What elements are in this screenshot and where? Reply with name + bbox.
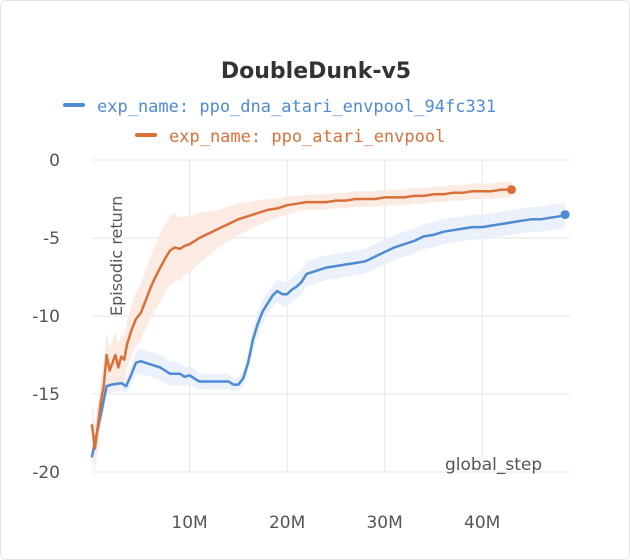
legend-label-ppo: exp_name: ppo_atari_envpool <box>169 127 446 147</box>
x-tick-label: 40M <box>464 513 500 533</box>
y-tick-label: -5 <box>43 229 60 249</box>
series-line-0 <box>90 213 567 458</box>
x-tick-label: 10M <box>171 513 207 533</box>
series-band-0 <box>92 202 566 469</box>
legend-swatch-ppo <box>135 133 157 137</box>
y-axis-label: Episodic return <box>107 196 126 316</box>
confidence-bands <box>92 181 566 473</box>
series-end-point-1 <box>506 185 516 195</box>
series-end-point-0 <box>560 210 570 220</box>
series-band-1 <box>92 181 512 473</box>
y-tick-label: -20 <box>32 463 60 483</box>
series-line-1 <box>90 188 513 450</box>
legend-item-dna[interactable]: exp_name: ppo_dna_atari_envpool_94fc331 <box>63 97 496 117</box>
legend-item-ppo[interactable]: exp_name: ppo_atari_envpool <box>135 127 445 147</box>
x-axis-label: global_step <box>445 455 542 475</box>
legend-label-dna: exp_name: ppo_dna_atari_envpool_94fc331 <box>97 97 497 117</box>
chart-title: DoubleDunk-v5 <box>220 59 412 84</box>
x-tick-labels: 10M 20M 30M 40M <box>171 513 500 533</box>
x-tick-label: 20M <box>269 513 305 533</box>
y-tick-labels: 0 -5 -10 -15 -20 <box>32 151 60 483</box>
series-lines <box>90 185 570 458</box>
x-tick-label: 30M <box>366 513 402 533</box>
y-tick-label: 0 <box>49 151 60 171</box>
y-tick-label: -10 <box>32 307 60 327</box>
legend-swatch-dna <box>63 103 85 107</box>
y-tick-label: -15 <box>32 385 60 405</box>
